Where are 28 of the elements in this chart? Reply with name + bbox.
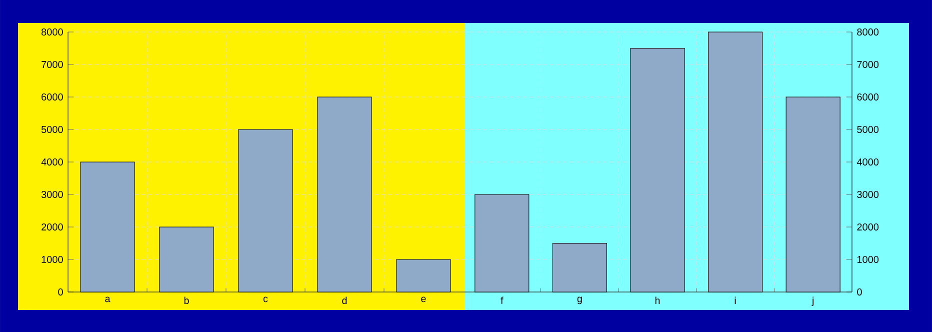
- x-tick-label: g: [577, 296, 582, 304]
- y-tick-label: 0: [58, 288, 63, 296]
- x-tick-label: i: [734, 296, 736, 304]
- x-tick-label: d: [342, 296, 347, 304]
- y2-tick-label: 2000: [857, 223, 879, 231]
- y2-tick-label: 0: [857, 288, 862, 296]
- y-tick-label: 6000: [42, 93, 63, 101]
- x-tick-label: h: [655, 296, 660, 304]
- y-tick-label: 4000: [41, 158, 63, 166]
- y-tick-label: 5000: [41, 126, 63, 134]
- x-tick-label: e: [421, 296, 426, 302]
- y2-tick-label: 8000: [857, 28, 879, 36]
- y-tick-label: 8000: [42, 28, 63, 36]
- x-tick-label: a: [105, 296, 110, 302]
- y2-tick-label: 7000: [857, 60, 879, 68]
- x-tick-label: j: [812, 296, 814, 306]
- x-tick-label: f: [500, 296, 504, 304]
- y2-tick-label: 3000: [857, 190, 879, 198]
- y2-tick-label: 4000: [856, 158, 879, 166]
- y-tick-label: 3000: [41, 190, 63, 198]
- y2-tick-label: 1000: [857, 256, 879, 264]
- y-tick-label: 7000: [42, 60, 63, 68]
- y-tick-label: 2000: [42, 223, 63, 231]
- y2-tick-label: 5000: [857, 126, 879, 134]
- x-tick-label: c: [263, 296, 268, 302]
- y2-tick-label: 6000: [857, 93, 879, 101]
- y-tick-label: 1000: [42, 256, 63, 264]
- x-tick-label: b: [184, 296, 189, 304]
